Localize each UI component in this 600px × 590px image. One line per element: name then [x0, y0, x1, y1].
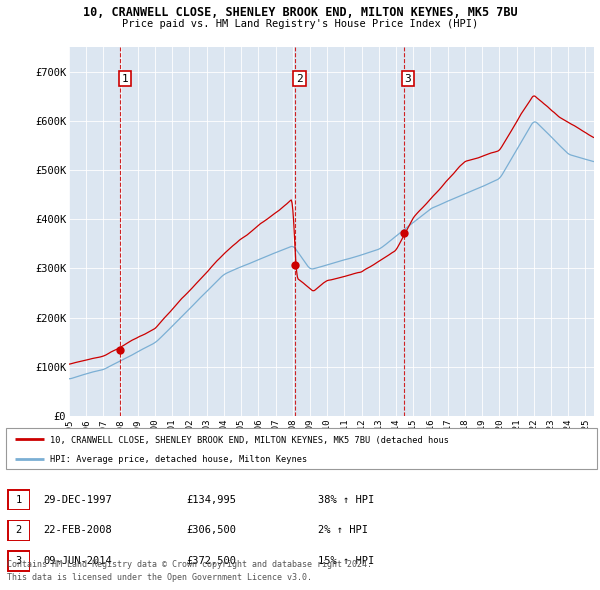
Text: 15% ↑ HPI: 15% ↑ HPI: [318, 556, 374, 566]
FancyBboxPatch shape: [6, 428, 597, 469]
Text: 29-DEC-1997: 29-DEC-1997: [43, 495, 112, 504]
Text: 2% ↑ HPI: 2% ↑ HPI: [318, 526, 368, 535]
Text: 38% ↑ HPI: 38% ↑ HPI: [318, 495, 374, 504]
Text: This data is licensed under the Open Government Licence v3.0.: This data is licensed under the Open Gov…: [7, 573, 312, 582]
Text: £372,500: £372,500: [186, 556, 236, 566]
Text: £134,995: £134,995: [186, 495, 236, 504]
Text: 3: 3: [404, 74, 412, 84]
Text: Price paid vs. HM Land Registry's House Price Index (HPI): Price paid vs. HM Land Registry's House …: [122, 19, 478, 29]
Text: 2: 2: [16, 526, 22, 535]
Text: 10, CRANWELL CLOSE, SHENLEY BROOK END, MILTON KEYNES, MK5 7BU: 10, CRANWELL CLOSE, SHENLEY BROOK END, M…: [83, 6, 517, 19]
FancyBboxPatch shape: [8, 551, 29, 571]
FancyBboxPatch shape: [8, 490, 29, 510]
Text: 2: 2: [296, 74, 303, 84]
Text: 10, CRANWELL CLOSE, SHENLEY BROOK END, MILTON KEYNES, MK5 7BU (detached hous: 10, CRANWELL CLOSE, SHENLEY BROOK END, M…: [50, 435, 449, 445]
Text: £306,500: £306,500: [186, 526, 236, 535]
Text: Contains HM Land Registry data © Crown copyright and database right 2024.: Contains HM Land Registry data © Crown c…: [7, 560, 372, 569]
Text: 1: 1: [121, 74, 128, 84]
Text: HPI: Average price, detached house, Milton Keynes: HPI: Average price, detached house, Milt…: [50, 455, 308, 464]
Text: 3: 3: [16, 556, 22, 566]
Text: 1: 1: [16, 495, 22, 504]
Text: 22-FEB-2008: 22-FEB-2008: [43, 526, 112, 535]
FancyBboxPatch shape: [8, 520, 29, 540]
Text: 09-JUN-2014: 09-JUN-2014: [43, 556, 112, 566]
